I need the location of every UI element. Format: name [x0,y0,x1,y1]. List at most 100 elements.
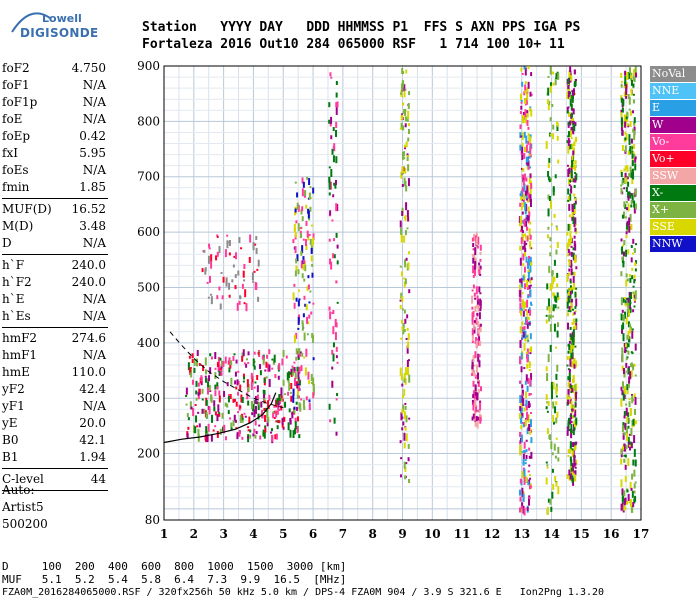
echo-point [552,71,555,75]
echo-point [404,230,407,236]
echo-point [309,206,312,212]
echo-point [271,358,274,361]
echo-point [528,211,531,217]
echo-point [620,313,623,321]
echo-point [545,314,548,317]
echo-point [571,471,574,474]
echo-point [623,85,626,89]
echo-point [628,401,631,408]
echo-point [622,422,625,429]
echo-point [277,403,280,406]
echo-point [210,394,213,402]
echo-point [521,211,524,215]
echo-point [633,393,636,399]
echo-point [474,398,477,407]
echo-point [628,108,631,111]
parameter-name: C-level [2,472,44,486]
echo-point [575,459,578,465]
echo-point [525,399,528,408]
echo-point [574,227,577,232]
echo-point [634,459,637,467]
echo-point [520,190,523,197]
echo-point [404,88,407,91]
echo-point [404,116,407,122]
echo-point [208,247,211,250]
echo-point [523,186,526,189]
echo-point [547,194,550,200]
echo-point [401,210,404,216]
echo-point [549,117,552,122]
echo-point [632,83,635,88]
echo-point [567,123,570,128]
echo-point [187,426,190,430]
echo-point [478,312,481,320]
echo-point [479,265,482,270]
echo-point [476,245,479,249]
echo-point [521,389,524,396]
echo-point [625,297,628,300]
echo-point [308,403,311,411]
echo-point [520,237,523,245]
echo-point [624,76,627,85]
echo-point [525,135,528,144]
echo-point [297,204,300,212]
echo-point [243,376,246,380]
echo-point [237,391,240,396]
echo-point [526,321,529,329]
echo-point [621,381,624,389]
echo-point [547,176,550,181]
echo-point [293,366,296,371]
echo-point [554,174,557,179]
echo-point [571,286,574,290]
echo-point [189,401,192,410]
echo-point [553,276,556,282]
echo-point [549,133,552,136]
echo-point [520,105,523,110]
echo-point [234,285,237,290]
echo-point [527,401,530,408]
echo-point [551,468,554,473]
x-tick-label: 13 [513,527,530,541]
echo-point [573,208,576,214]
echo-point [623,211,626,219]
echo-point [216,385,219,390]
echo-point [407,110,410,119]
echo-point [624,347,627,354]
echo-point [252,280,255,283]
echo-point [198,423,201,428]
echo-point [328,102,331,108]
parameter-row: hmF2 274.6 [2,330,108,347]
echo-point [625,426,628,434]
echo-point [545,140,548,149]
echo-point [406,153,409,156]
echo-point [527,195,530,203]
echo-point [522,175,525,183]
echo-point [546,306,549,311]
echo-point [471,366,474,374]
echo-point [290,382,293,389]
echo-point [629,499,632,508]
echo-point [404,402,407,405]
echo-point [289,419,292,425]
echo-point [311,333,314,339]
echo-point [328,166,331,169]
echo-point [405,141,408,148]
echo-point [210,434,213,442]
echo-point [335,102,338,108]
echo-point [569,120,572,126]
echo-point [569,278,572,282]
echo-point [277,405,280,411]
echo-point [296,393,299,399]
echo-point [567,223,570,231]
echo-point [297,300,300,307]
echo-point [621,425,624,433]
echo-point [523,367,526,370]
echo-point [624,145,627,153]
echo-point [305,348,308,357]
echo-point [546,373,549,382]
echo-point [218,367,221,370]
echo-point [629,194,632,199]
parameter-name: MUF(D) [2,202,52,216]
echo-point [575,287,578,290]
echo-point [572,150,575,156]
